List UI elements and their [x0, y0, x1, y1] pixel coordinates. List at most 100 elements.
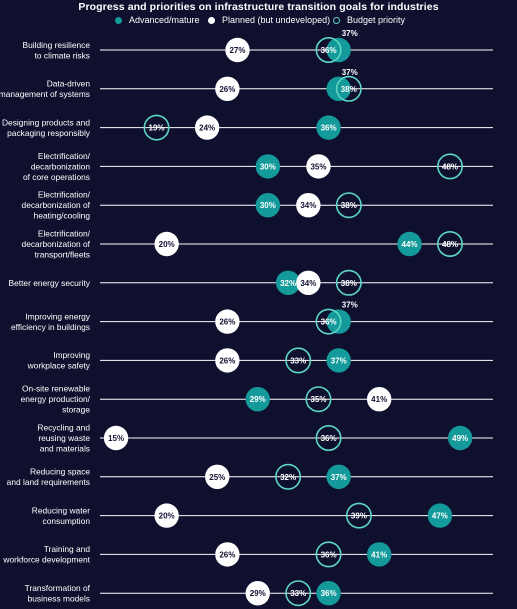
value-label-advanced: 36% — [321, 124, 337, 133]
row-label-line: heating/cooling — [34, 211, 91, 221]
value-label-planned: 26% — [219, 550, 235, 559]
row-label: Designing products and packaging responsi… — [2, 117, 91, 138]
row-label: On-site renewable energy production/stora… — [21, 384, 91, 415]
value-label-planned: 25% — [209, 473, 225, 482]
value-label-planned: 35% — [310, 162, 326, 171]
value-label-advanced: 37% — [342, 29, 358, 38]
value-label-budget: 36% — [321, 434, 337, 443]
dot-planned — [296, 193, 321, 218]
row-label: Electrification/decarbonization of core o… — [23, 151, 91, 182]
dot-advanced — [447, 425, 473, 451]
dot-planned — [306, 154, 331, 179]
row-label: Data-driven management of systems — [0, 79, 90, 100]
value-label-budget: 36% — [321, 318, 337, 327]
row-label-line: transport/fleets — [35, 250, 90, 260]
row-label-line: to climate risks — [35, 50, 90, 60]
row-2: Designing products and packaging responsi… — [2, 114, 493, 141]
value-label-budget: 32% — [280, 473, 296, 482]
value-label-budget: 36% — [321, 46, 337, 55]
dot-budget — [335, 192, 362, 219]
row-label-line: and materials — [40, 444, 90, 454]
legend-label-advanced: Advanced/mature — [129, 15, 200, 25]
dot-budget — [315, 36, 342, 63]
row-label-line: Designing products and — [2, 117, 90, 127]
row-label-line: packaging responsibly — [7, 128, 91, 138]
dot-advanced — [326, 464, 351, 489]
row-10: Recycling and reusing waste and materials 4… — [37, 423, 493, 454]
row-label-line: Recycling and — [37, 423, 90, 433]
row-label-line: Reducing space — [30, 467, 90, 477]
row-label-line: Electrification/ — [38, 229, 91, 239]
dot-advanced — [255, 154, 281, 179]
dot-advanced — [326, 37, 351, 63]
dot-planned — [296, 270, 321, 295]
row-11: Reducing space and land requirements 37% 25… — [7, 463, 493, 490]
value-label-advanced: 44% — [402, 240, 418, 249]
row-label: Electrification/decarbonization of transp… — [22, 229, 91, 260]
value-label-planned: 34% — [300, 201, 316, 210]
row-12: Reducing water consumption 47% 20% 39% — [32, 502, 493, 529]
dot-budget — [275, 463, 302, 490]
dot-advanced — [255, 193, 281, 218]
row-label-line: consumption — [43, 516, 91, 526]
dot-planned — [194, 115, 220, 140]
row-6: Better energy security 32% 34% 38% — [9, 269, 493, 296]
row-label-line: decarbonization of — [22, 239, 91, 249]
legend-item-budget: Budget priority — [333, 15, 405, 25]
value-label-budget: 48% — [442, 162, 458, 171]
dot-budget — [315, 541, 342, 568]
row-label-line: Electrification/ — [38, 151, 91, 161]
value-label-advanced: 37% — [331, 473, 347, 482]
row-label-line: Improving energy — [25, 311, 91, 321]
value-label-planned: 20% — [159, 512, 175, 521]
dot-advanced — [316, 115, 341, 140]
value-label-planned: 26% — [219, 318, 235, 327]
row-9: On-site renewable energy production/stora… — [21, 384, 493, 415]
value-label-planned: 20% — [159, 240, 175, 249]
dot-budget — [437, 153, 464, 180]
legend-label-budget: Budget priority — [347, 15, 406, 25]
row-8: Improving workplace safety 37% 26% 33% — [27, 347, 493, 374]
dot-advanced — [275, 270, 301, 295]
value-label-planned: 24% — [199, 124, 215, 133]
dot-planned — [366, 387, 392, 412]
row-1: Data-driven management of systems 37% 26% 38… — [0, 68, 493, 102]
value-label-budget: 39% — [351, 512, 367, 521]
value-label-advanced: 37% — [331, 356, 347, 365]
dot-advanced — [326, 309, 351, 334]
row-label-line: On-site renewable — [22, 384, 90, 394]
value-label-planned: 27% — [229, 46, 245, 55]
dot-budget — [305, 386, 332, 413]
row-label-line: business models — [28, 593, 90, 603]
dot-planned — [225, 37, 250, 63]
dot-budget — [143, 114, 170, 141]
row-label: Reducing space and land requirements — [7, 467, 91, 488]
value-label-planned: 15% — [108, 434, 124, 443]
dot-budget — [285, 347, 312, 374]
value-label-planned: 29% — [250, 589, 266, 598]
row-label: Electrification/decarbonization of heatin… — [22, 190, 91, 221]
value-label-budget: 19% — [149, 124, 165, 133]
legend-swatch-budget — [333, 16, 340, 24]
dot-planned — [103, 425, 129, 451]
value-label-planned: 26% — [219, 85, 235, 94]
value-label-budget: 38% — [341, 201, 357, 210]
row-label-line: Improving — [53, 350, 90, 360]
dot-planned — [215, 542, 240, 567]
row-label-line: Electrification/ — [38, 190, 91, 200]
row-label-line: Reducing water — [32, 505, 90, 515]
value-label-advanced: 30% — [260, 201, 276, 210]
row-4: Electrification/decarbonization of heatin… — [22, 190, 493, 221]
row-label: Reducing water consumption — [32, 505, 91, 526]
value-label-advanced: 41% — [371, 550, 387, 559]
row-label-line: and land requirements — [7, 477, 90, 487]
dot-planned — [215, 348, 240, 373]
row-label: Transformation of business models — [25, 583, 91, 604]
dot-advanced — [397, 231, 422, 257]
legend: Advanced/mature Planned (but undeveloped… — [0, 15, 517, 27]
value-label-planned: 34% — [300, 279, 316, 288]
row-label-line: workplace safety — [27, 361, 91, 371]
value-label-advanced: 29% — [250, 395, 266, 404]
row-label-line: management of systems — [0, 89, 90, 99]
dot-advanced — [366, 542, 392, 567]
